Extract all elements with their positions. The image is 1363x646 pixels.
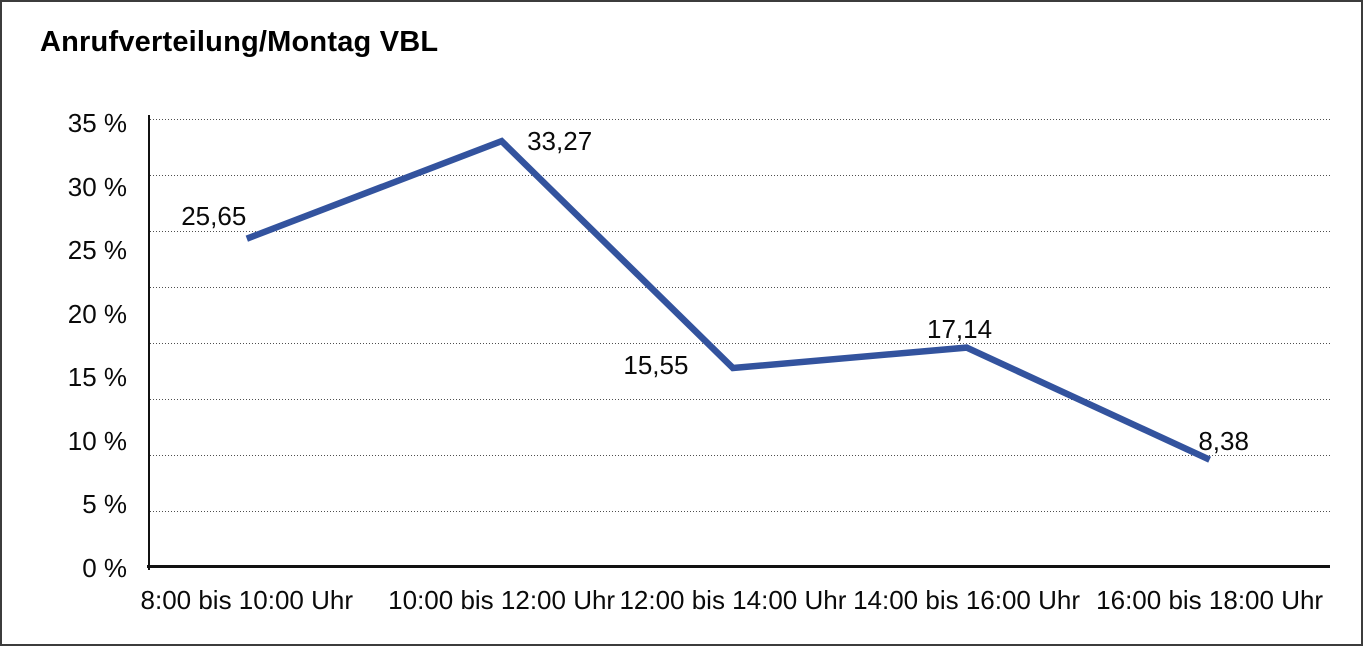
- x-tick-label: 10:00 bis 12:00 Uhr: [388, 585, 616, 615]
- gridline: [150, 287, 1330, 288]
- x-tick-label: 14:00 bis 16:00 Uhr: [853, 585, 1081, 615]
- data-point-label: 8,38: [1198, 425, 1249, 456]
- line-series-svg: [245, 137, 1211, 463]
- gridline: [150, 119, 1330, 120]
- x-tick-label: 8:00 bis 10:00 Uhr: [140, 585, 353, 615]
- y-tick-label: 10 %: [67, 425, 127, 456]
- gridline: [150, 399, 1330, 400]
- gridline: [150, 231, 1330, 232]
- y-tick-label: 15 %: [67, 362, 127, 393]
- data-point-label: 33,27: [527, 126, 593, 157]
- gridline: [150, 511, 1330, 512]
- line-series: [245, 137, 1211, 463]
- gridline: [150, 455, 1330, 456]
- plot-area: 35 % 30 % 25 % 20 % 15 % 10 % 5 % 0 % 8:00 bis …: [68, 108, 1330, 615]
- y-tick-label: 0 %: [82, 553, 127, 583]
- y-axis-line: [148, 115, 150, 570]
- data-point-label: 15,55: [623, 349, 689, 380]
- y-tick-label: 25 %: [67, 235, 127, 266]
- y-tick-label: 30 %: [67, 171, 127, 202]
- gridline: [150, 175, 1330, 176]
- data-point-label: 17,14: [927, 313, 993, 344]
- x-axis-line: [147, 565, 1330, 568]
- x-tick-label: 16:00 bis 18:00 Uhr: [1096, 585, 1324, 615]
- y-tick-label: 20 %: [67, 298, 127, 329]
- data-point-label: 25,65: [181, 200, 247, 231]
- y-tick-label: 35 %: [67, 108, 127, 138]
- chart-title: Anrufverteilung/Montag VBL: [40, 26, 439, 58]
- y-tick-label: 5 %: [82, 489, 127, 520]
- x-tick-label: 12:00 bis 14:00 Uhr: [619, 585, 847, 615]
- gridline: [150, 343, 1330, 344]
